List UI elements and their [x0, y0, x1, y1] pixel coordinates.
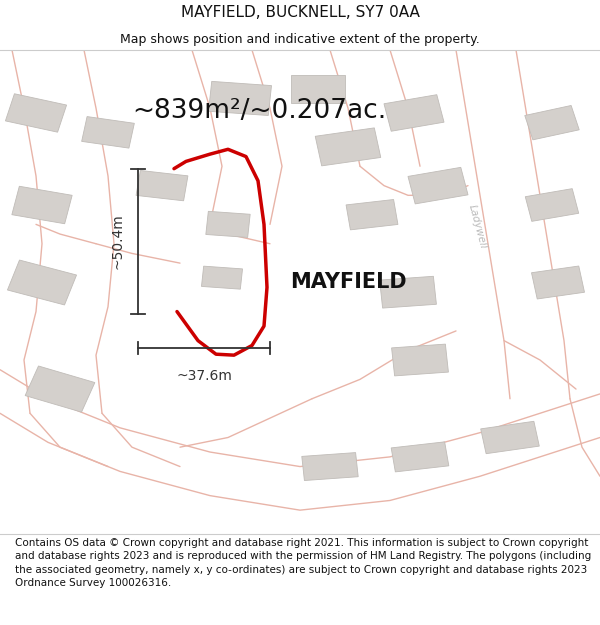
- Polygon shape: [380, 276, 436, 308]
- Text: Map shows position and indicative extent of the property.: Map shows position and indicative extent…: [120, 32, 480, 46]
- Polygon shape: [5, 94, 67, 132]
- Polygon shape: [206, 211, 250, 238]
- Text: Contains OS data © Crown copyright and database right 2021. This information is : Contains OS data © Crown copyright and d…: [15, 538, 591, 588]
- Polygon shape: [208, 81, 272, 116]
- Polygon shape: [291, 75, 345, 102]
- Polygon shape: [202, 266, 242, 289]
- Polygon shape: [532, 266, 584, 299]
- Polygon shape: [346, 199, 398, 230]
- Text: MAYFIELD: MAYFIELD: [290, 272, 406, 292]
- Polygon shape: [315, 128, 381, 166]
- Polygon shape: [302, 452, 358, 481]
- Text: ~839m²/~0.207ac.: ~839m²/~0.207ac.: [132, 98, 386, 124]
- Polygon shape: [391, 442, 449, 472]
- Polygon shape: [136, 171, 188, 201]
- Text: MAYFIELD, BUCKNELL, SY7 0AA: MAYFIELD, BUCKNELL, SY7 0AA: [181, 5, 419, 20]
- Polygon shape: [384, 95, 444, 131]
- Text: ~37.6m: ~37.6m: [176, 369, 232, 383]
- Polygon shape: [525, 106, 579, 140]
- Polygon shape: [7, 260, 77, 305]
- Polygon shape: [25, 366, 95, 412]
- Polygon shape: [392, 344, 448, 376]
- Text: ~50.4m: ~50.4m: [111, 214, 125, 269]
- Polygon shape: [408, 168, 468, 204]
- Polygon shape: [525, 189, 579, 221]
- Polygon shape: [82, 117, 134, 148]
- Polygon shape: [12, 186, 72, 224]
- Polygon shape: [481, 421, 539, 454]
- Text: Ladywell: Ladywell: [466, 204, 488, 250]
